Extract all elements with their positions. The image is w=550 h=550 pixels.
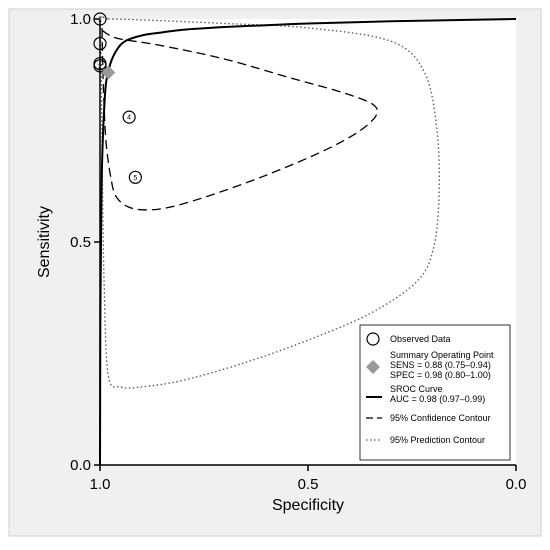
x-axis-title: Specificity (272, 497, 344, 514)
sroc-curve (99, 18, 517, 466)
legend-summary-sens: SENS = 0.88 (0.75–0.94) (390, 360, 491, 370)
x-tick-label: 1.0 (90, 476, 111, 493)
summary-point-group (101, 65, 116, 80)
observed-point (128, 170, 142, 184)
observed-point-label: 4 (127, 115, 131, 122)
y-tick-label: 1.0 (70, 11, 91, 28)
legend-observed-label: Observed Data (390, 334, 451, 344)
legend-sroc-label: SROC Curve (390, 384, 443, 394)
legend-box (359, 324, 511, 461)
observed-point-label: 5 (133, 175, 137, 182)
observed-points-group: 1 2 4 5 (93, 12, 142, 184)
legend-confidence-label: 95% Confidence Contour (390, 413, 491, 423)
observed-point (93, 59, 107, 73)
legend: Observed Data Summary Operating Point SE… (359, 324, 511, 461)
legend-observed-symbol (366, 332, 380, 346)
observed-point (122, 110, 136, 124)
y-tick-label: 0.0 (70, 457, 91, 474)
observed-point-label: 2 (98, 63, 102, 70)
legend-summary-label: Summary Operating Point (390, 350, 494, 360)
y-axis-title: Sensitivity (36, 206, 53, 278)
confidence-contour-group (100, 26, 378, 211)
legend-sroc-auc: AUC = 0.98 (0.97–0.99) (390, 394, 485, 404)
ticks-group: 1.0 0.5 0.0 0.0 0.5 1.0 (70, 11, 526, 493)
x-tick-label: 0.0 (506, 476, 527, 493)
sroc-curve-group (99, 18, 517, 466)
prediction-contour (99, 15, 440, 389)
confidence-contour (100, 26, 378, 211)
legend-summary-symbol (366, 360, 380, 374)
observed-point (93, 36, 107, 51)
observed-point (93, 12, 107, 26)
legend-prediction-label: 95% Prediction Contour (390, 435, 485, 445)
y-tick-label: 0.5 (70, 234, 91, 251)
legend-summary-spec: SPEC = 0.98 (0.80–1.00) (390, 370, 491, 380)
observed-point-label: 1 (98, 17, 102, 24)
x-tick-label: 0.5 (298, 476, 319, 493)
prediction-contour-group (99, 15, 440, 389)
summary-operating-point (101, 65, 116, 80)
